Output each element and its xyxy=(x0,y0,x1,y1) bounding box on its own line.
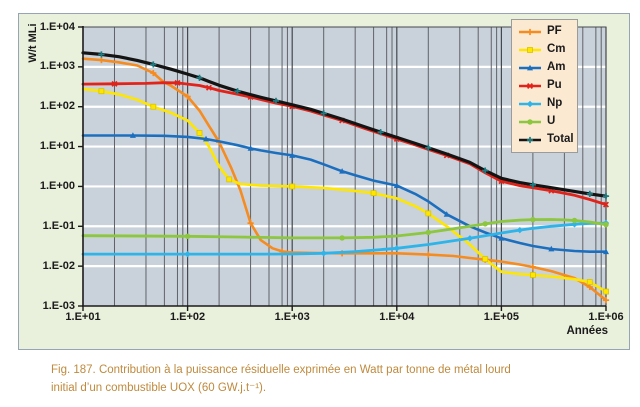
y-tick-label: 1.E+03 xyxy=(39,60,75,73)
legend-item-PF: PF xyxy=(518,26,575,38)
legend-marker-square-icon xyxy=(519,47,541,53)
legend-label: Am xyxy=(547,61,566,74)
legend-label: U xyxy=(547,115,556,128)
legend-marker-cross-icon xyxy=(519,82,541,90)
legend-item-Cm: Cm xyxy=(518,44,575,56)
series-U xyxy=(81,216,609,241)
x-tick-label: 1.E+01 xyxy=(65,311,101,323)
y-tick-label: 1.E+04 xyxy=(39,20,75,33)
y-tick-label: 1.E-01 xyxy=(42,219,75,232)
legend-label: Total xyxy=(547,133,574,146)
legend: PF Cm Am Pu Np U Total xyxy=(511,19,578,153)
legend-item-U: U xyxy=(518,116,575,128)
legend-label: Pu xyxy=(547,79,562,92)
figure-caption: Fig. 187. Contribution à la puissance ré… xyxy=(51,364,511,394)
x-tick-label: 1.E+05 xyxy=(483,311,519,323)
x-tick-label: 1.E+03 xyxy=(274,311,310,323)
x-tick-label: 1.E+06 xyxy=(588,311,624,323)
legend-label: PF xyxy=(547,25,562,38)
chart-panel: W/t MLi 1.E+04 1.E+03 1.E+02 1.E+01 1.E+00 1.… xyxy=(18,13,630,350)
legend-marker-triangle-icon xyxy=(519,64,541,71)
legend-marker-circle-icon xyxy=(519,119,541,125)
legend-label: Cm xyxy=(547,43,566,56)
y-tick-label: 1.E+02 xyxy=(39,100,75,113)
series-Cm xyxy=(81,87,609,295)
legend-item-Total: Total xyxy=(518,134,575,146)
legend-item-Np: Np xyxy=(518,98,575,110)
series-Total xyxy=(81,51,610,200)
legend-item-Am: Am xyxy=(518,62,575,74)
legend-marker-plus-icon xyxy=(519,28,541,36)
legend-label: Np xyxy=(547,97,563,110)
legend-marker-plus-icon xyxy=(519,136,541,144)
y-tick-label: 1.E-02 xyxy=(42,259,75,272)
y-tick-label: 1.E+00 xyxy=(39,179,75,192)
x-axis-title: Années xyxy=(566,325,608,337)
x-tick-label: 1.E+04 xyxy=(379,311,415,323)
y-tick-label: 1.E-03 xyxy=(42,299,75,312)
legend-marker-diamond-icon xyxy=(519,100,541,108)
x-tick-label: 1.E+02 xyxy=(170,311,206,323)
y-tick-label: 1.E+01 xyxy=(39,140,75,153)
legend-item-Pu: Pu xyxy=(518,80,575,92)
series-Am xyxy=(81,132,609,255)
